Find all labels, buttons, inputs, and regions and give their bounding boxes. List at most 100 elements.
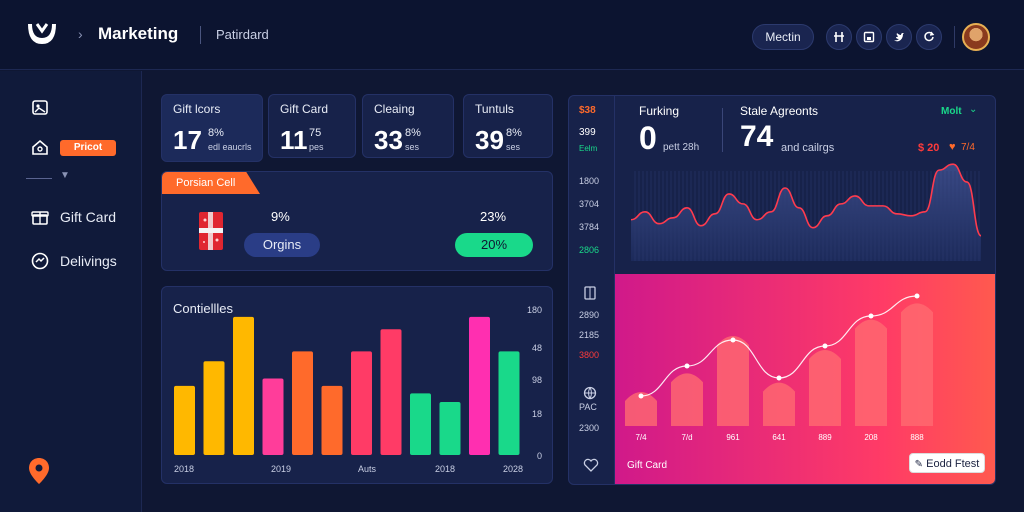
bar[interactable] <box>321 385 343 455</box>
trend-point[interactable] <box>638 393 644 399</box>
gradient-chart-area: 7/4 7/d 961 641 889 208 888 Gift Card ✎ Eodd F… <box>615 274 995 484</box>
metric-value: 74 <box>740 120 774 153</box>
twitter-button[interactable] <box>886 24 912 50</box>
page-title[interactable]: Marketing <box>98 24 179 43</box>
series-line[interactable] <box>631 163 981 237</box>
promo-ribbon[interactable]: Porsian Cell <box>162 172 260 194</box>
column-label: 7/d <box>681 433 692 442</box>
trend-point[interactable] <box>868 313 874 319</box>
metric-label: Stale Agreonts <box>740 104 819 118</box>
change-badge: $ 20 <box>918 142 940 154</box>
top-bar: › Marketing Patirdard Mectin <box>0 0 1024 70</box>
kpi-title: Cleaing <box>374 102 415 116</box>
column[interactable] <box>901 303 933 426</box>
kpi-card-gift-card[interactable]: Gift Card 11 75 pes <box>268 94 356 158</box>
column[interactable] <box>809 350 841 426</box>
refresh-button[interactable] <box>916 24 942 50</box>
trend-point[interactable] <box>822 343 828 349</box>
origins-pill[interactable]: Orgins <box>244 233 320 257</box>
x-tick: 2028 <box>503 464 524 474</box>
bar[interactable] <box>439 401 461 455</box>
sidebar-item-home[interactable] <box>30 137 50 157</box>
metric-subtitle: pett 28h <box>663 142 700 153</box>
column-label: 961 <box>726 433 740 442</box>
workspace-pill[interactable]: Mectin <box>752 24 814 50</box>
sidebar-divider <box>26 178 52 179</box>
breadcrumb-separator: › <box>78 26 83 42</box>
bar[interactable] <box>174 385 195 455</box>
globe-icon[interactable] <box>583 386 597 400</box>
save-button[interactable] <box>856 24 882 50</box>
kpi-subtitle: ses <box>506 142 521 152</box>
breadcrumb-sub[interactable]: Patirdard <box>216 27 269 42</box>
bar[interactable] <box>410 393 431 455</box>
trend-point[interactable] <box>776 375 782 381</box>
sidebar-item-gallery[interactable] <box>30 97 50 117</box>
bar[interactable] <box>292 351 313 455</box>
trend-point[interactable] <box>914 293 920 299</box>
kpi-subtitle: edl eaucrls <box>208 142 252 152</box>
document-icon[interactable] <box>583 286 597 300</box>
kpi-title: Gift lcors <box>173 102 221 116</box>
kpi-delta: 8% <box>506 127 522 139</box>
y-tick: 98 <box>531 375 542 385</box>
promo-right-percent: 23% <box>480 209 507 224</box>
trend-point[interactable] <box>684 363 690 369</box>
percent-pill[interactable]: 20% <box>455 233 533 257</box>
edit-test-label: Eodd Ftest <box>926 458 980 470</box>
metric-label: Furking <box>639 104 680 118</box>
bar[interactable] <box>469 316 490 455</box>
heart-icon[interactable] <box>583 458 599 472</box>
edit-test-button[interactable]: ✎ Eodd Ftest <box>909 453 985 473</box>
chevron-down-icon[interactable]: ▼ <box>60 170 70 181</box>
kpi-card-cleaning[interactable]: Cleaing 33 8% ses <box>362 94 454 158</box>
column-label: 7/4 <box>635 433 647 442</box>
kpi-subtitle: ses <box>405 142 420 152</box>
bar[interactable] <box>351 351 372 455</box>
kpi-card-gift-icons[interactable]: Gift lcors 17 8% edl eaucrls <box>161 94 263 162</box>
logo-icon[interactable] <box>26 22 58 48</box>
avatar[interactable] <box>962 23 990 51</box>
refresh-icon <box>924 31 935 42</box>
hashtag-button[interactable] <box>826 24 852 50</box>
location-pin-icon[interactable] <box>28 457 50 485</box>
chart-footer-label: Gift Card <box>627 460 668 471</box>
column-label: 641 <box>772 433 786 442</box>
x-tick: 2019 <box>271 464 292 474</box>
x-tick: Auts <box>358 464 377 474</box>
kpi-card-tuntuls[interactable]: Tuntuls 39 8% ses <box>463 94 553 158</box>
rail-value: 399 <box>579 127 596 138</box>
gift-box-icon <box>199 212 223 250</box>
trend-point[interactable] <box>730 337 736 343</box>
change-badge-secondary: 7/4 <box>961 142 975 153</box>
column[interactable] <box>855 319 887 426</box>
bar[interactable] <box>262 378 284 455</box>
kpi-delta: 8% <box>405 127 421 139</box>
column[interactable] <box>717 336 749 426</box>
twitter-icon <box>894 33 904 42</box>
kpi-delta: 75 <box>309 127 322 139</box>
sidebar-item-gift-card[interactable]: Gift Card <box>60 209 117 225</box>
bar[interactable] <box>380 329 402 455</box>
bar[interactable] <box>498 351 520 455</box>
rail-value: 3800 <box>579 350 600 360</box>
bar[interactable] <box>233 316 254 455</box>
rail-value: 1800 <box>579 176 600 186</box>
bar[interactable] <box>203 361 225 455</box>
column[interactable] <box>625 392 657 426</box>
period-dropdown[interactable]: Molt <box>941 106 962 117</box>
rail-value: 2806 <box>579 245 600 255</box>
sidebar-item-deliveries[interactable]: Delivings <box>60 253 117 269</box>
rail-value: $38 <box>579 105 596 116</box>
column-label: 888 <box>910 433 924 442</box>
column[interactable] <box>763 382 795 426</box>
sidebar-badge[interactable]: Pricot <box>60 140 116 156</box>
kpi-value: 17 <box>173 125 202 155</box>
y-tick: 18 <box>531 409 542 419</box>
metric-value: 0 <box>639 120 657 156</box>
chevron-down-icon[interactable]: ⌄ <box>969 104 978 115</box>
x-tick: 2018 <box>435 464 456 474</box>
column[interactable] <box>671 373 703 426</box>
kpi-value: 11 <box>280 125 308 155</box>
rail-value: 2185 <box>579 330 600 340</box>
